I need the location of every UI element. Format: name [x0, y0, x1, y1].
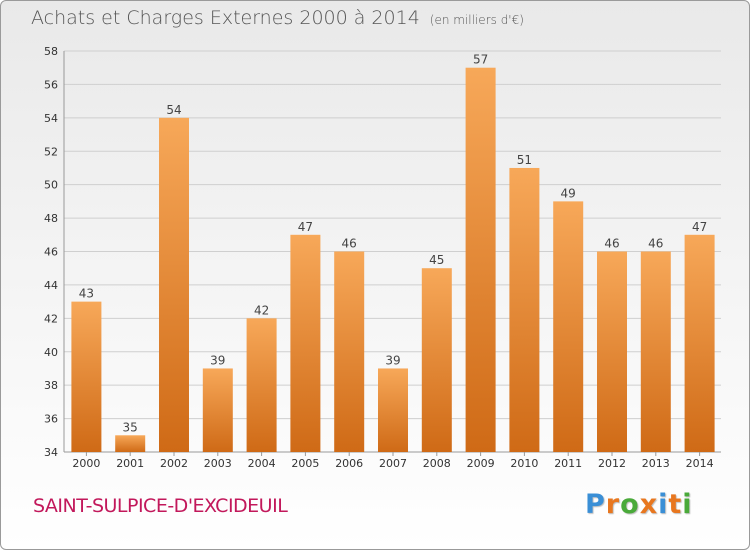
logo-letter: P	[585, 489, 606, 520]
data-label: 54	[166, 103, 181, 117]
y-tick-label: 58	[44, 45, 58, 58]
data-label: 42	[254, 303, 269, 317]
y-tick-label: 34	[44, 446, 58, 459]
x-tick-label: 2012	[598, 457, 626, 470]
bar	[246, 318, 277, 452]
bar	[334, 251, 365, 452]
y-tick-label: 54	[44, 112, 58, 125]
data-label: 46	[342, 237, 357, 251]
city-name: SAINT-SULPICE-D'EXCIDEUIL	[33, 495, 288, 517]
bar	[509, 167, 540, 453]
chart-title-text: Achats et Charges Externes 2000 à 2014	[31, 7, 420, 29]
bar	[290, 234, 321, 452]
bar	[202, 368, 233, 452]
bar	[684, 234, 715, 452]
data-label: 49	[561, 186, 576, 200]
x-tick-label: 2009	[467, 457, 495, 470]
logo-letter: x	[639, 489, 659, 520]
bar	[71, 301, 102, 452]
y-tick-label: 40	[44, 346, 58, 359]
logo-letter: t	[668, 489, 683, 520]
y-tick-label: 46	[44, 246, 58, 259]
x-tick-label: 2004	[248, 457, 276, 470]
logo-letter: i	[658, 489, 669, 520]
x-tick-label: 2003	[204, 457, 232, 470]
data-label: 47	[298, 220, 313, 234]
y-tick-label: 36	[44, 413, 58, 426]
data-label: 46	[648, 237, 663, 251]
x-tick-label: 2005	[291, 457, 319, 470]
data-label: 35	[123, 420, 138, 434]
x-tick-label: 2001	[116, 457, 144, 470]
data-label: 43	[79, 287, 94, 301]
bar	[465, 67, 496, 452]
bar	[597, 251, 627, 452]
y-tick-label: 42	[44, 312, 58, 325]
bar	[115, 435, 146, 452]
logo-letter: i	[682, 489, 693, 520]
data-label: 39	[210, 353, 225, 367]
x-tick-label: 2010	[510, 457, 538, 470]
x-tick-label: 2013	[642, 457, 670, 470]
x-tick-label: 2000	[72, 457, 100, 470]
x-tick-label: 2006	[335, 457, 363, 470]
data-label: 46	[604, 237, 619, 251]
y-tick-label: 50	[44, 179, 58, 192]
bar	[421, 268, 452, 452]
bar	[378, 368, 408, 452]
x-tick-label: 2007	[379, 457, 407, 470]
y-tick-label: 48	[44, 212, 58, 225]
data-label: 45	[429, 253, 444, 267]
data-label: 39	[385, 353, 400, 367]
bar	[640, 251, 671, 452]
bar	[553, 201, 584, 452]
bars	[71, 67, 715, 453]
y-tick-label: 56	[44, 78, 58, 91]
x-tick-label: 2008	[423, 457, 451, 470]
data-label: 57	[473, 53, 488, 67]
chart-title: Achats et Charges Externes 2000 à 2014 (e…	[31, 7, 524, 29]
y-tick-label: 44	[44, 279, 58, 292]
proxiti-logo: Proxiti	[585, 489, 693, 520]
x-tick-label: 2002	[160, 457, 188, 470]
y-tick-label: 52	[44, 145, 58, 158]
labels: 34 36 38 40 42 44 46 48 50 52 54 56 58 43 2000 35 2001 54…	[44, 45, 714, 470]
x-tick-label: 2014	[686, 457, 714, 470]
logo-letter: o	[620, 489, 640, 520]
logo-letter: r	[605, 489, 621, 520]
data-label: 51	[517, 153, 532, 167]
chart-unit: (en milliers d'€)	[429, 13, 524, 27]
data-label: 47	[692, 220, 707, 234]
y-tick-label: 38	[44, 379, 58, 392]
bar	[159, 117, 189, 452]
x-tick-label: 2011	[554, 457, 582, 470]
